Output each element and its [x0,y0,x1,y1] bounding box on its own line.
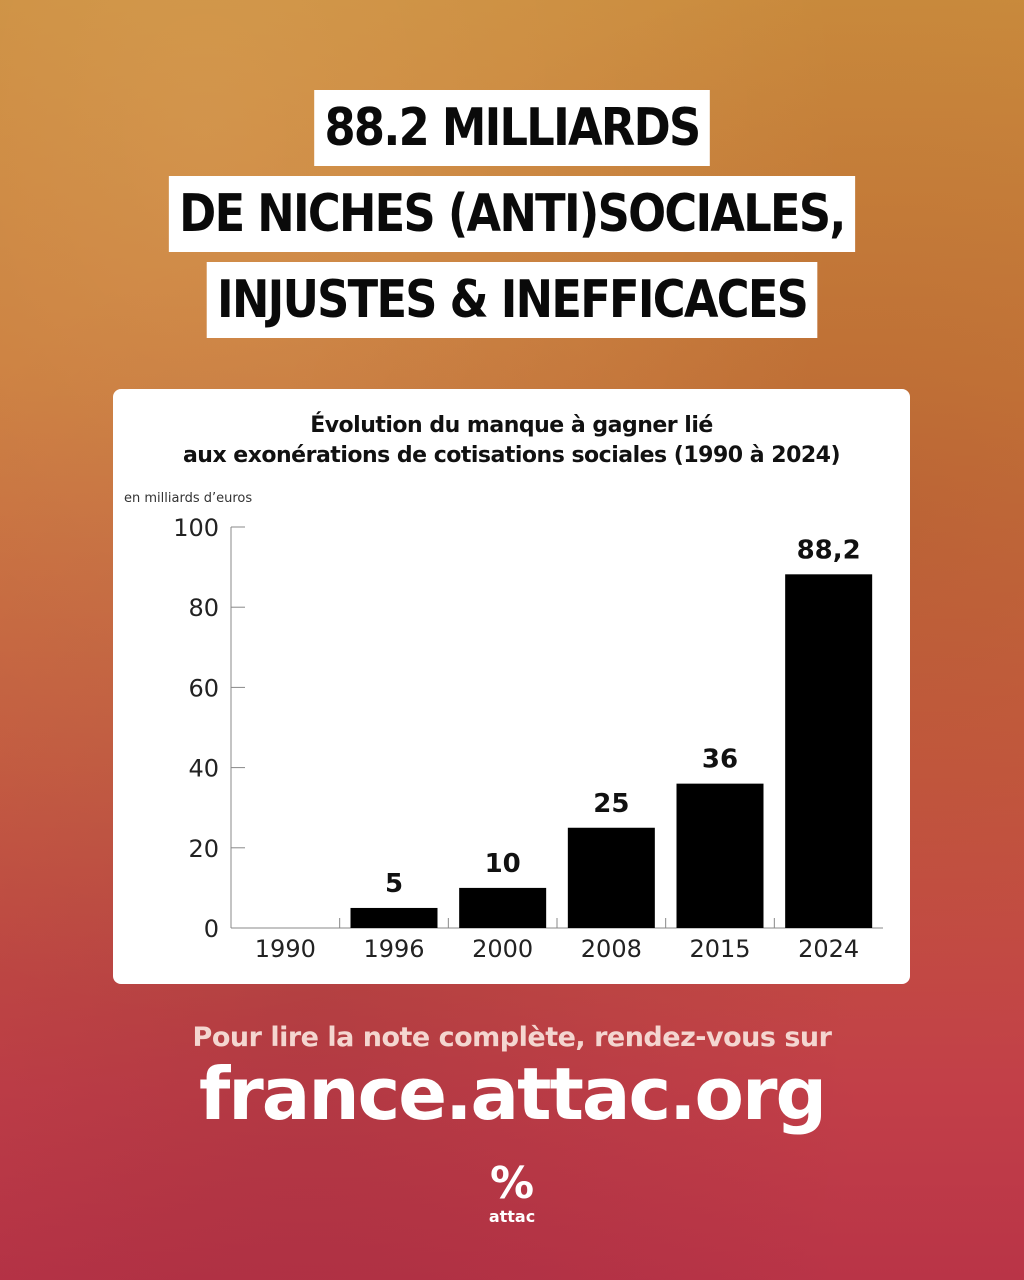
y-tick-label: 0 [204,915,219,943]
chart-card: Évolution du manque à gagner lié aux exo… [113,389,910,984]
chart-title-line-2: aux exonérations de cotisations sociales… [182,443,841,468]
headline-line-3: INJUSTES & INEFFICACES [206,262,818,338]
logo-wordmark: attac [488,1207,536,1226]
x-tick-label: 2008 [581,935,642,963]
chart-title-line-1: Évolution du manque à gagner lié [310,413,713,438]
y-tick-label: 80 [188,594,219,622]
bar [350,907,438,928]
y-tick-label: 40 [188,755,219,783]
x-tick-label: 1990 [255,935,316,963]
bar [785,574,873,928]
y-tick-label: 100 [173,514,219,542]
data-label: 10 [485,849,521,879]
y-axis-unit-label: en milliards d’euros [124,491,253,506]
x-tick-label: 2015 [689,935,750,963]
bar [567,827,655,928]
data-label: 88,2 [797,535,861,565]
x-tick-label: 2024 [798,935,859,963]
attac-logo: % attac [482,1160,542,1226]
percent-icon: % [489,1158,535,1209]
chart-title: Évolution du manque à gagner lié aux exo… [113,411,910,471]
headline: 88.2 MILLIARDS DE NICHES (ANTI)SOCIALES,… [0,90,1024,338]
x-tick-label: 1996 [363,935,424,963]
data-label: 25 [593,789,629,819]
data-label: 5 [385,869,403,899]
headline-line-1: 88.2 MILLIARDS [314,90,710,166]
y-tick-label: 20 [188,835,219,863]
bar-chart: 0 20 40 60 80 100 1990 1996 5 2000 10 2008 25 2015 36 2… [173,514,883,963]
bar [676,783,764,928]
bar [459,887,547,928]
x-tick-label: 2000 [472,935,533,963]
website-link[interactable]: france.attac.org [198,1052,827,1136]
y-tick-label: 60 [188,674,219,702]
data-label: 36 [702,745,738,775]
headline-line-2: DE NICHES (ANTI)SOCIALES, [168,176,856,252]
call-to-action: Pour lire la note complète, rendez-vous … [192,1022,832,1053]
